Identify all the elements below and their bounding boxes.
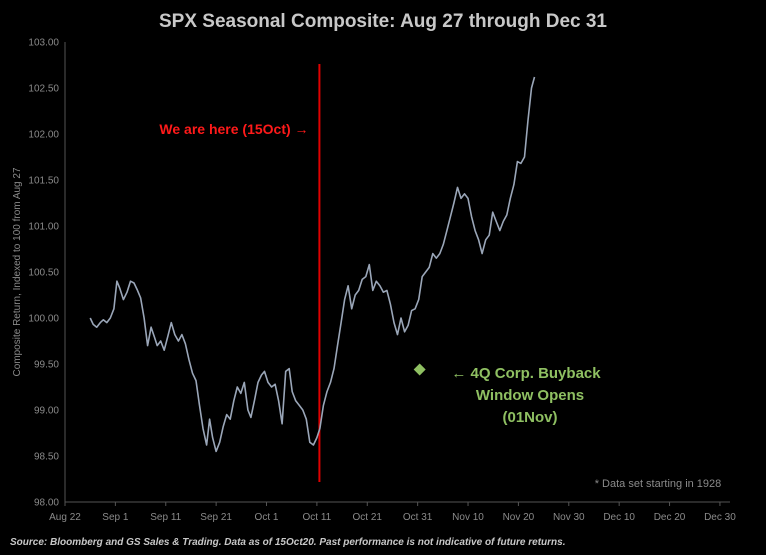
- x-tick-label: Nov 30: [553, 512, 585, 523]
- x-tick-label: Nov 10: [452, 512, 484, 523]
- buyback-annotation-line2: Window Opens: [476, 387, 584, 404]
- chart-title: SPX Seasonal Composite: Aug 27 through D…: [159, 11, 607, 32]
- x-tick-label: Dec 30: [704, 512, 736, 523]
- source-footnote: Source: Bloomberg and GS Sales & Trading…: [10, 537, 566, 548]
- x-tick-label: Sep 11: [150, 512, 181, 523]
- y-tick-label: 101.00: [28, 222, 59, 233]
- x-tick-label: Sep 21: [200, 512, 232, 523]
- series-line: [89, 76, 536, 453]
- y-tick-label: 103.00: [28, 38, 59, 49]
- y-axis: 98.00 98.50 99.00 99.50 100.00 100.50 101.00 10…: [28, 38, 66, 509]
- x-tick-label: Oct 21: [353, 512, 383, 523]
- buyback-window-marker: [413, 363, 426, 376]
- buyback-annotation-line3: (01Nov): [502, 409, 557, 426]
- y-tick-label: 102.00: [28, 130, 59, 141]
- y-tick-label: 102.50: [28, 84, 59, 95]
- x-tick-label: Dec 20: [654, 512, 686, 523]
- x-tick-label: Oct 31: [403, 512, 433, 523]
- x-axis: Aug 22 Sep 1 Sep 11 Sep 21 Oct 1 Oct 11 Oct 21…: [49, 501, 736, 523]
- y-tick-label: 98.50: [34, 452, 59, 463]
- buyback-annotation-line1: ← 4Q Corp. Buyback: [451, 365, 601, 382]
- x-tick-label: Oct 1: [255, 512, 279, 523]
- x-tick-label: Nov 20: [503, 512, 535, 523]
- y-tick-label: 100.00: [28, 314, 59, 325]
- y-tick-label: 99.00: [34, 406, 59, 417]
- y-tick-label: 100.50: [28, 268, 59, 279]
- dataset-note: * Data set starting in 1928: [595, 478, 722, 490]
- x-tick-label: Oct 11: [303, 512, 332, 523]
- x-tick-label: Aug 22: [49, 512, 81, 523]
- y-tick-label: 99.50: [34, 360, 59, 371]
- we-are-here-annotation: We are here (15Oct) →: [159, 121, 308, 137]
- y-tick-label: 98.00: [34, 498, 59, 509]
- x-tick-label: Sep 1: [102, 512, 129, 523]
- y-axis-label: Composite Return, Indexed to 100 from Au…: [12, 167, 23, 376]
- y-tick-label: 101.50: [28, 176, 59, 187]
- x-tick-label: Dec 10: [603, 512, 635, 523]
